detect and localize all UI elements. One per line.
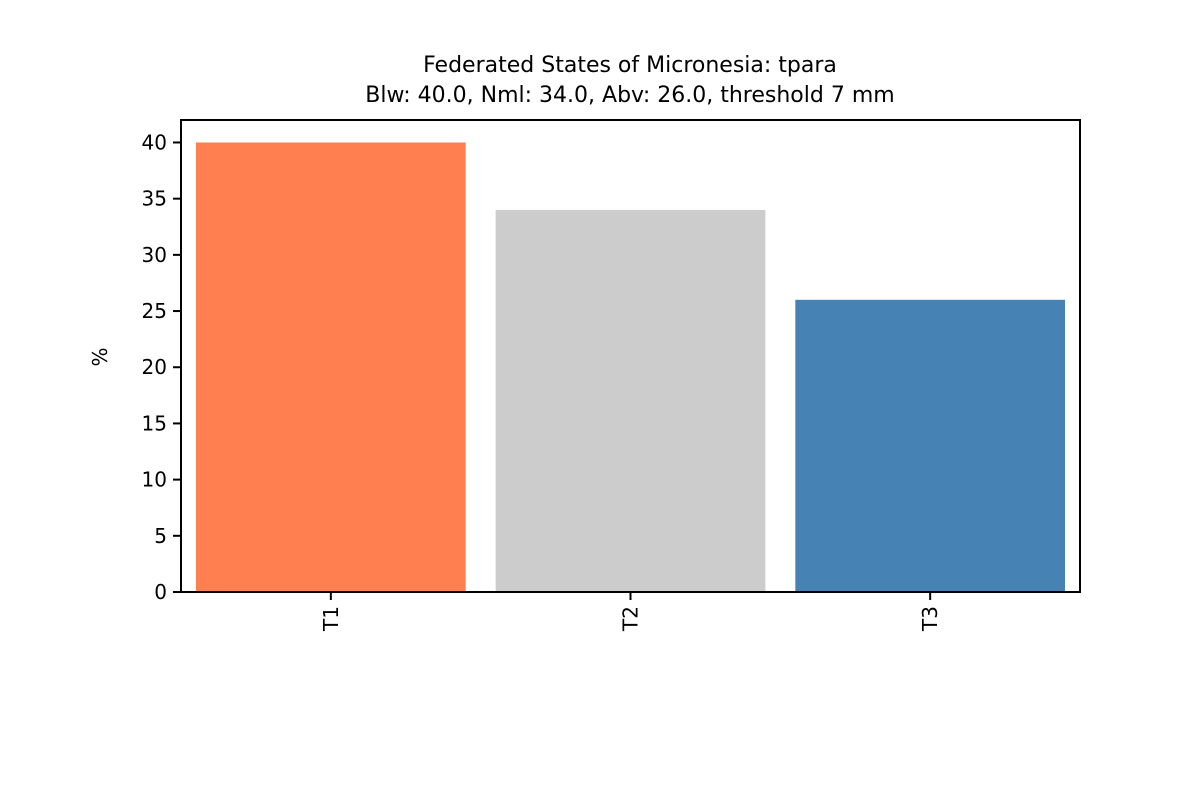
- x-ticks-group: T1 T2 T3: [319, 592, 942, 632]
- y-tick-label: 35: [142, 187, 167, 211]
- y-tick-label: 25: [142, 299, 167, 323]
- y-tick-label: 40: [142, 130, 167, 154]
- y-ticks-group: 0 5 10 15 20 25 30 35 40: [142, 130, 181, 604]
- x-tick-label: T3: [918, 606, 942, 632]
- bar-t3: [795, 299, 1066, 592]
- chart-subtitle: Blw: 40.0, Nml: 34.0, Abv: 26.0, thresho…: [365, 83, 894, 108]
- bar-t2: [495, 209, 766, 592]
- y-tick-label: 0: [154, 580, 167, 604]
- y-tick-label: 30: [142, 243, 167, 267]
- y-tick-label: 15: [142, 411, 167, 435]
- chart-title: Federated States of Micronesia: tpara: [423, 53, 837, 78]
- x-tick-label: T1: [319, 606, 343, 632]
- plot-frame: [180, 119, 1081, 593]
- y-tick-label: 20: [142, 355, 167, 379]
- y-tick-label: 5: [154, 524, 167, 548]
- x-tick-label: T2: [619, 606, 643, 632]
- bars-group: [195, 142, 1066, 592]
- y-tick-label: 10: [142, 468, 167, 492]
- bar-t1: [195, 142, 466, 592]
- y-axis-label: %: [88, 347, 112, 366]
